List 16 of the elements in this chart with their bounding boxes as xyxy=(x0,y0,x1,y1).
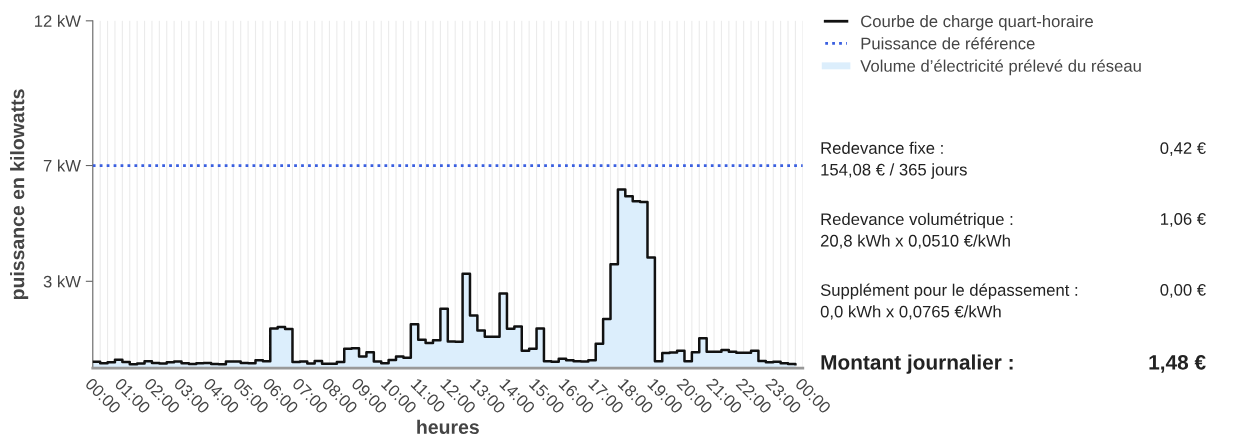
text: 1,06 € xyxy=(1161,213,1206,227)
text: Redevance volumétrique : 20,8 kWh x 0,0510 €/kWh xyxy=(820,212,1013,249)
legend-label: Volume d’électricité prélevé du réseau xyxy=(860,59,1141,76)
y-tick-label: 3 kW xyxy=(43,275,81,288)
text: Supplément pour le dépassement : 0,0 kWh x 0,0765 €/kWh xyxy=(820,283,1078,320)
legend-label: Courbe de charge quart-horaire xyxy=(861,15,1093,31)
text: Redevance fixe : 154,08 € / 365 jours xyxy=(821,141,967,179)
legend-label: Puissance de référence xyxy=(861,37,1035,50)
x-axis-title: heures xyxy=(417,419,479,434)
y-tick-label: 12 kW xyxy=(35,14,81,27)
text: Montant journalier : xyxy=(821,354,1013,374)
text: 1,48 € xyxy=(1149,354,1206,373)
y-tick-label: 7 kW xyxy=(43,159,81,172)
y-axis-title: puissance en kilowatts xyxy=(10,89,29,300)
text: 0,00 € xyxy=(1160,283,1206,298)
text: 0,42 € xyxy=(1160,142,1206,156)
